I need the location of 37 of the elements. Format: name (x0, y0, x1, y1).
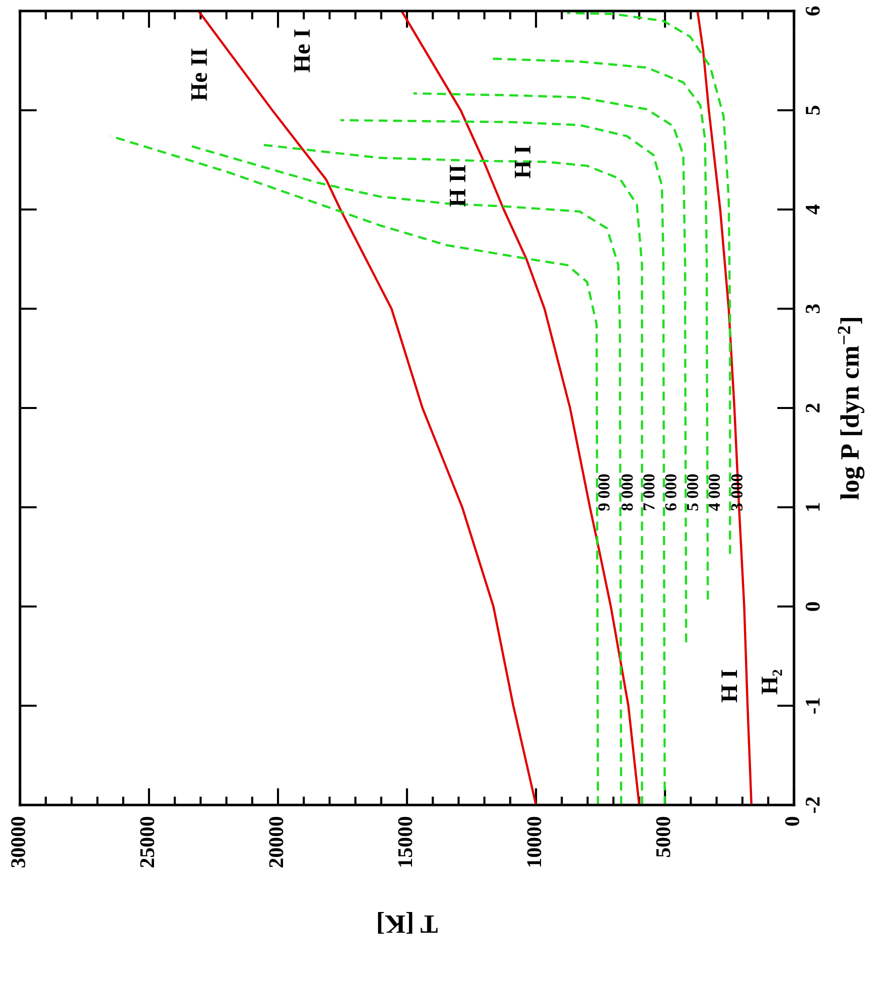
y-axis-title: log P [dyn cm$^{−2}$] (838, 318, 864, 500)
x-tick-label: 0 (785, 816, 800, 826)
y-tick-label: 5 (806, 106, 820, 115)
annotation: H II (450, 165, 466, 207)
annotation: H I (514, 146, 530, 178)
annotation: He II (191, 48, 208, 101)
text: 3 000 (731, 474, 743, 510)
x-axis-title: T [K] (378, 912, 438, 934)
x-tick-label: 30000 (11, 816, 26, 868)
x-tick-label: 15000 (398, 816, 412, 867)
y-tick-label: -1 (806, 698, 820, 714)
text: 8 000 (622, 474, 633, 511)
text: 6 000 (665, 474, 676, 511)
line-series (109, 134, 600, 805)
x-tick-label: 20000 (269, 816, 284, 868)
y-tick-label: 6 (806, 6, 820, 16)
text: 5 000 (686, 474, 698, 510)
y-tick-label: 4 (806, 204, 820, 214)
line-series (412, 92, 688, 644)
y-tick-label: 1 (806, 503, 820, 511)
line-series (566, 12, 732, 556)
text: 4 000 (708, 474, 720, 511)
annotation: H I (722, 670, 737, 702)
x-tick-label: 5000 (656, 816, 670, 857)
annotation: He I (294, 30, 310, 72)
y-tick-label: 0 (806, 602, 820, 611)
line-series (400, 11, 640, 805)
x-tick-label: 25000 (140, 816, 154, 868)
text: 7 000 (643, 474, 655, 510)
x-tick-label: 10000 (527, 816, 542, 867)
y-tick-label: 2 (806, 404, 820, 412)
y-tick-label: -2 (806, 797, 820, 813)
line-series (339, 119, 666, 805)
annotation: H₂ (762, 670, 782, 694)
y-tick-label: 3 (806, 304, 820, 314)
text: 9 000 (598, 474, 610, 511)
line-series (262, 144, 644, 805)
